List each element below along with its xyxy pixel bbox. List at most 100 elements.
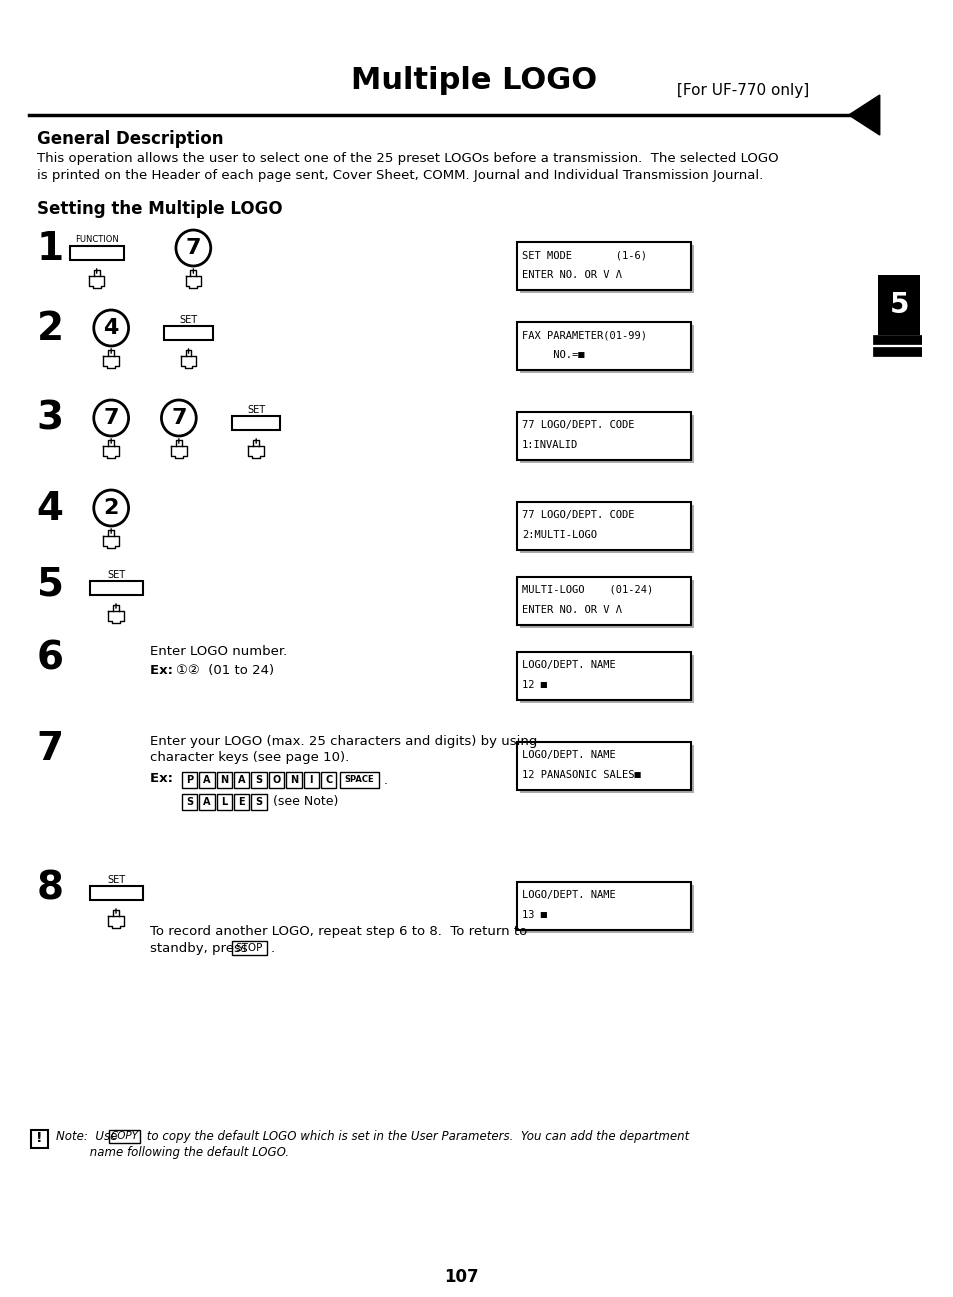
Text: STOP: STOP bbox=[235, 943, 263, 953]
Text: 4: 4 bbox=[37, 490, 64, 528]
Text: E: E bbox=[238, 796, 245, 807]
Text: 2: 2 bbox=[103, 498, 119, 518]
Bar bbox=[110, 1130, 140, 1143]
Text: 7: 7 bbox=[171, 409, 187, 428]
Text: .: . bbox=[271, 942, 274, 955]
Bar bbox=[216, 772, 232, 789]
Text: SET MODE       (1-6): SET MODE (1-6) bbox=[521, 250, 646, 259]
Text: N: N bbox=[290, 776, 297, 785]
Bar bbox=[90, 581, 143, 595]
Text: 13 ■: 13 ■ bbox=[521, 910, 546, 920]
Bar bbox=[517, 652, 691, 700]
Text: S: S bbox=[255, 796, 262, 807]
Text: 12 ■: 12 ■ bbox=[521, 680, 546, 690]
Bar bbox=[517, 243, 691, 291]
Text: 7: 7 bbox=[103, 409, 119, 428]
Bar bbox=[303, 772, 318, 789]
Text: LOGO/DEPT. NAME: LOGO/DEPT. NAME bbox=[521, 750, 615, 760]
Text: S: S bbox=[255, 776, 262, 785]
Text: General Description: General Description bbox=[37, 130, 223, 148]
Text: 77 LOGO/DEPT. CODE: 77 LOGO/DEPT. CODE bbox=[521, 420, 634, 431]
Text: Ex:: Ex: bbox=[150, 664, 177, 677]
Text: 2:MULTI-LOGO: 2:MULTI-LOGO bbox=[521, 530, 597, 540]
Text: N: N bbox=[220, 776, 228, 785]
Text: A: A bbox=[203, 796, 211, 807]
Text: 3: 3 bbox=[37, 399, 64, 438]
Text: A: A bbox=[203, 776, 211, 785]
Bar bbox=[519, 885, 694, 933]
Text: 12 PANASONIC SALES■: 12 PANASONIC SALES■ bbox=[521, 770, 640, 779]
Text: LOGO/DEPT. NAME: LOGO/DEPT. NAME bbox=[521, 890, 615, 900]
Text: name following the default LOGO.: name following the default LOGO. bbox=[56, 1147, 289, 1160]
Bar bbox=[340, 772, 378, 789]
Bar bbox=[519, 655, 694, 703]
Bar bbox=[182, 772, 197, 789]
Bar bbox=[517, 742, 691, 790]
Bar bbox=[519, 326, 694, 374]
Text: O: O bbox=[272, 776, 280, 785]
Text: FAX PARAMETER(01-99): FAX PARAMETER(01-99) bbox=[521, 329, 646, 340]
Text: I: I bbox=[309, 776, 313, 785]
Text: SPACE: SPACE bbox=[344, 776, 374, 785]
Polygon shape bbox=[848, 95, 879, 135]
Bar bbox=[269, 772, 284, 789]
Bar bbox=[199, 794, 214, 811]
Bar bbox=[251, 772, 267, 789]
Text: to copy the default LOGO which is set in the User Parameters.  You can add the d: to copy the default LOGO which is set in… bbox=[143, 1130, 689, 1143]
Text: ENTER NO. OR V Λ: ENTER NO. OR V Λ bbox=[521, 604, 621, 615]
Text: ①②  (01 to 24): ①② (01 to 24) bbox=[175, 664, 274, 677]
Text: Setting the Multiple LOGO: Setting the Multiple LOGO bbox=[37, 200, 282, 218]
Text: 7: 7 bbox=[186, 239, 201, 258]
Bar bbox=[877, 275, 920, 335]
Text: P: P bbox=[186, 776, 193, 785]
Text: 107: 107 bbox=[443, 1268, 478, 1287]
Bar bbox=[286, 772, 301, 789]
Bar bbox=[517, 502, 691, 550]
Bar bbox=[233, 794, 249, 811]
Text: COPY: COPY bbox=[111, 1131, 138, 1141]
Text: standby, press: standby, press bbox=[150, 942, 252, 955]
Text: Enter LOGO number.: Enter LOGO number. bbox=[150, 645, 287, 658]
Text: L: L bbox=[221, 796, 227, 807]
Bar bbox=[232, 416, 280, 431]
Text: Ex:: Ex: bbox=[150, 772, 177, 785]
Text: 1: 1 bbox=[37, 230, 64, 268]
Text: SET: SET bbox=[179, 315, 197, 326]
Bar bbox=[320, 772, 336, 789]
Text: 6: 6 bbox=[37, 639, 64, 678]
Bar bbox=[232, 942, 267, 955]
Bar bbox=[519, 505, 694, 553]
Bar bbox=[30, 1130, 49, 1148]
Text: 5: 5 bbox=[37, 565, 64, 603]
Bar bbox=[519, 744, 694, 792]
Text: [For UF-770 only]: [For UF-770 only] bbox=[671, 83, 808, 99]
Text: SET: SET bbox=[107, 875, 125, 885]
Bar bbox=[199, 772, 214, 789]
Text: character keys (see page 10).: character keys (see page 10). bbox=[150, 751, 349, 764]
Text: Enter your LOGO (max. 25 characters and digits) by using: Enter your LOGO (max. 25 characters and … bbox=[150, 735, 537, 748]
Text: Note:  Use: Note: Use bbox=[56, 1130, 117, 1143]
Bar bbox=[251, 794, 267, 811]
Text: C: C bbox=[325, 776, 332, 785]
Bar bbox=[517, 577, 691, 625]
Bar bbox=[164, 326, 213, 340]
Text: 8: 8 bbox=[37, 870, 64, 908]
Text: ENTER NO. OR V Λ: ENTER NO. OR V Λ bbox=[521, 270, 621, 280]
Text: SET: SET bbox=[107, 569, 125, 580]
Text: 7: 7 bbox=[37, 730, 64, 768]
Bar bbox=[182, 794, 197, 811]
Text: This operation allows the user to select one of the 25 preset LOGOs before a tra: This operation allows the user to select… bbox=[37, 152, 778, 165]
Bar bbox=[233, 772, 249, 789]
Bar bbox=[517, 412, 691, 460]
Text: 4: 4 bbox=[103, 318, 119, 339]
Text: FUNCTION: FUNCTION bbox=[74, 235, 118, 244]
Text: !: ! bbox=[36, 1131, 43, 1145]
Bar bbox=[519, 580, 694, 628]
Bar bbox=[519, 415, 694, 463]
Text: SET: SET bbox=[247, 405, 265, 415]
Bar bbox=[517, 882, 691, 930]
Text: S: S bbox=[186, 796, 193, 807]
Text: A: A bbox=[237, 776, 245, 785]
Text: To record another LOGO, repeat step 6 to 8.  To return to: To record another LOGO, repeat step 6 to… bbox=[150, 925, 527, 938]
Bar bbox=[90, 886, 143, 900]
